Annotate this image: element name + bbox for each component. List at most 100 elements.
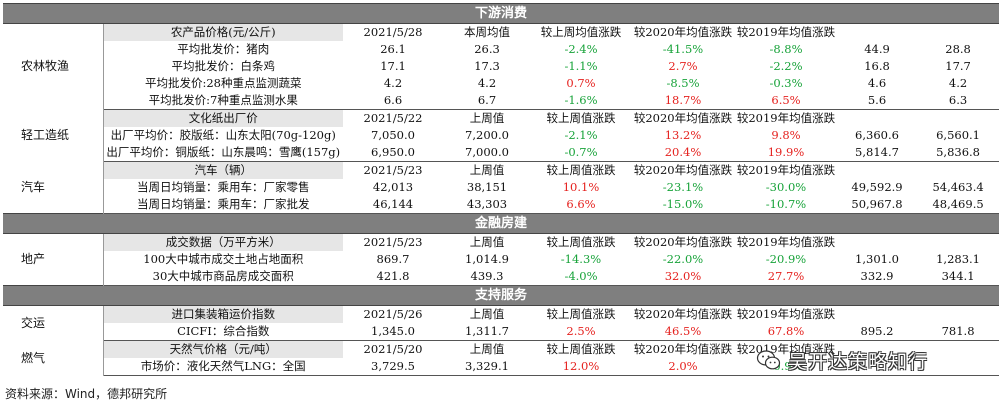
- current-value: 4.2: [383, 76, 403, 90]
- header-cell: [837, 24, 917, 42]
- current-value: 6,950.0: [343, 144, 443, 162]
- section-title: 金融房建: [3, 213, 1000, 234]
- current-value: 42,013: [372, 180, 414, 194]
- avg-2020-value: 1,301.0: [855, 252, 899, 266]
- vs-2020-change: -22.0%: [662, 252, 704, 266]
- header-cell: 2021/5/23: [363, 235, 423, 249]
- header-cell: [837, 162, 917, 180]
- wow-change: -1.1%: [564, 59, 598, 73]
- wow-change: -1.6%: [531, 92, 631, 110]
- avg-2020-value: 5,814.7: [837, 144, 917, 162]
- header-cell: 较上周值涨跌: [546, 307, 616, 321]
- header-cell: 2021/5/28: [363, 25, 423, 39]
- watermark: 吴开达策略知行: [756, 343, 1006, 377]
- previous-value: 7,000.0: [443, 144, 531, 162]
- group-header-row: 交运 进口集装箱运价指数 2021/5/26 上周值 较上周值涨跌 较2020年均值涨跌较…: [3, 305, 999, 341]
- header-cell: 上周值: [469, 163, 505, 177]
- group-header-row: 地产 成交数据（万平方米） 2021/5/23 上周值 较上周值涨跌 较2020年均值涨跌…: [3, 233, 999, 286]
- vs-2019-change: -30.0%: [765, 180, 807, 194]
- current-value: 7,050.0: [371, 128, 415, 142]
- vs-2020-change: -41.5%: [662, 42, 704, 56]
- header-cell: [917, 234, 999, 252]
- vs-2020-change: 2.7%: [668, 59, 698, 73]
- previous-value: 1,311.7: [443, 323, 531, 341]
- table-row: 平均批发价:28种重点监测蔬菜 4.2 4.2 0.7% -8.5% -0.3% 4.6 4.…: [3, 75, 999, 92]
- section-header-row: 金融房建: [3, 213, 1000, 234]
- avg-2019-value: 344.1: [917, 268, 1000, 286]
- header-cell: 较2019年均值涨跌: [736, 235, 836, 249]
- row-label: 市场价：液化天然气LNG：全国: [103, 358, 343, 376]
- header-cell: 农产品价格(元/公斤): [103, 23, 343, 41]
- header-cell: 2021/5/20: [363, 342, 423, 356]
- header-cell: 较2019年均值涨跌: [736, 25, 836, 39]
- current-value: 17.1: [380, 59, 406, 73]
- current-value: 26.1: [380, 42, 406, 56]
- header-cell: 较2020年均值涨跌: [633, 25, 733, 39]
- wow-change: -4.0%: [531, 268, 631, 286]
- category-label: 燃气: [3, 340, 104, 376]
- vs-2019-change: -0.3%: [769, 76, 803, 90]
- vs-2019-change: 27.7%: [735, 268, 837, 286]
- header-cell: 汽车（辆）: [103, 161, 343, 179]
- source-note: 资料来源：Wind，德邦研究所: [5, 387, 168, 401]
- vs-2020-change: 2.0%: [631, 358, 735, 376]
- avg-2019-value: 781.8: [917, 323, 1000, 341]
- table-row: 出厂平均价：铜版纸：山东晨鸣：雪鹰(157g) 6,950.0 7,000.0 -0.…: [3, 144, 1000, 162]
- current-value: 421.8: [343, 268, 443, 286]
- table-row: 平均批发价：白条鸡 17.1 17.3 -1.1% 2.7% -2.2% 16.8 17.7: [3, 58, 999, 75]
- group-header-row: 燃气 天然气价格（元/吨） 2021/5/20 上周值 较上周值涨跌 较2020年均值涨跌…: [3, 340, 999, 376]
- current-value: 3,729.5: [343, 358, 443, 376]
- avg-2019-value: 5,836.8: [917, 144, 1000, 162]
- header-cell: 较2020年均值涨跌: [633, 235, 733, 249]
- row-label: 平均批发价:7种重点监测水果: [103, 92, 343, 110]
- avg-2020-value: 895.2: [837, 323, 917, 341]
- row-label: 当周日均销量：乘用车：厂家零售: [137, 180, 310, 194]
- header-cell: 较2019年均值涨跌: [736, 111, 836, 125]
- vs-2019-change: -2.2%: [769, 59, 803, 73]
- group-header-row: 汽车 汽车（辆） 2021/5/23 上周值 较上周值涨跌 较2020年均值涨跌 较2019…: [3, 161, 999, 214]
- header-cell: 2021/5/22: [363, 111, 423, 125]
- vs-2019-change: 67.8%: [735, 323, 837, 341]
- previous-value: 17.3: [474, 59, 500, 73]
- current-value: 6.6: [343, 92, 443, 110]
- avg-2019-value: 48,469.5: [917, 196, 1000, 214]
- vs-2020-change: 13.2%: [664, 128, 702, 142]
- avg-2020-value: 50,967.8: [837, 196, 917, 214]
- vs-2020-change: 32.0%: [631, 268, 735, 286]
- table-row: 当周日均销量：乘用车：厂家批发 46,144 43,303 6.6% -15.0% -10…: [3, 196, 1000, 214]
- current-value: 869.7: [376, 252, 410, 266]
- group-header-row: 轻工造纸 文化纸出厂价 2021/5/22 上周值 较上周值涨跌 较2020年均值涨跌 较2…: [3, 109, 999, 162]
- section-title: 支持服务: [3, 285, 1000, 306]
- avg-2020-value: 332.9: [837, 268, 917, 286]
- header-cell: 较2019年均值涨跌: [736, 163, 836, 177]
- header-cell: 较上周值涨跌: [546, 342, 616, 356]
- category-label: 轻工造纸: [3, 109, 104, 162]
- avg-2020-value: 6,360.6: [855, 128, 899, 142]
- category-label: 地产: [3, 233, 104, 286]
- table-row: 出厂平均价：胶版纸：山东太阳(70g-120g) 7,050.0 7,200.0 -2…: [3, 127, 999, 144]
- avg-2019-value: 1,283.1: [936, 252, 981, 266]
- avg-2019-value: 17.7: [945, 59, 971, 73]
- header-cell: 文化纸出厂价: [103, 109, 343, 127]
- header-cell: 上周值: [469, 307, 505, 321]
- wow-change: -14.3%: [560, 252, 602, 266]
- previous-value: 43,303: [443, 196, 531, 214]
- section-header-row: 支持服务: [3, 285, 1000, 306]
- avg-2019-value: 6.3: [917, 92, 1000, 110]
- vs-2020-change: -15.0%: [631, 196, 735, 214]
- wow-change: 2.5%: [531, 323, 631, 341]
- vs-2019-change: 6.5%: [735, 92, 837, 110]
- vs-2020-change: 46.5%: [631, 323, 735, 341]
- avg-2020-value: 4.6: [867, 76, 887, 90]
- header-cell: 较上周值涨跌: [546, 235, 616, 249]
- table-row: 30大中城市商品房成交面积 421.8 439.3 -4.0% 32.0% 27.7% 33…: [3, 268, 1000, 286]
- row-label: 当周日均销量：乘用车：厂家批发: [103, 196, 343, 214]
- vs-2019-change: -20.9%: [765, 252, 807, 266]
- vs-2019-change: -8.8%: [769, 42, 803, 56]
- header-cell: 上周值: [469, 111, 505, 125]
- previous-value: 38,151: [466, 180, 508, 194]
- vs-2019-change: -10.7%: [735, 196, 837, 214]
- wow-change: -2.1%: [564, 128, 598, 142]
- previous-value: 4.2: [477, 76, 497, 90]
